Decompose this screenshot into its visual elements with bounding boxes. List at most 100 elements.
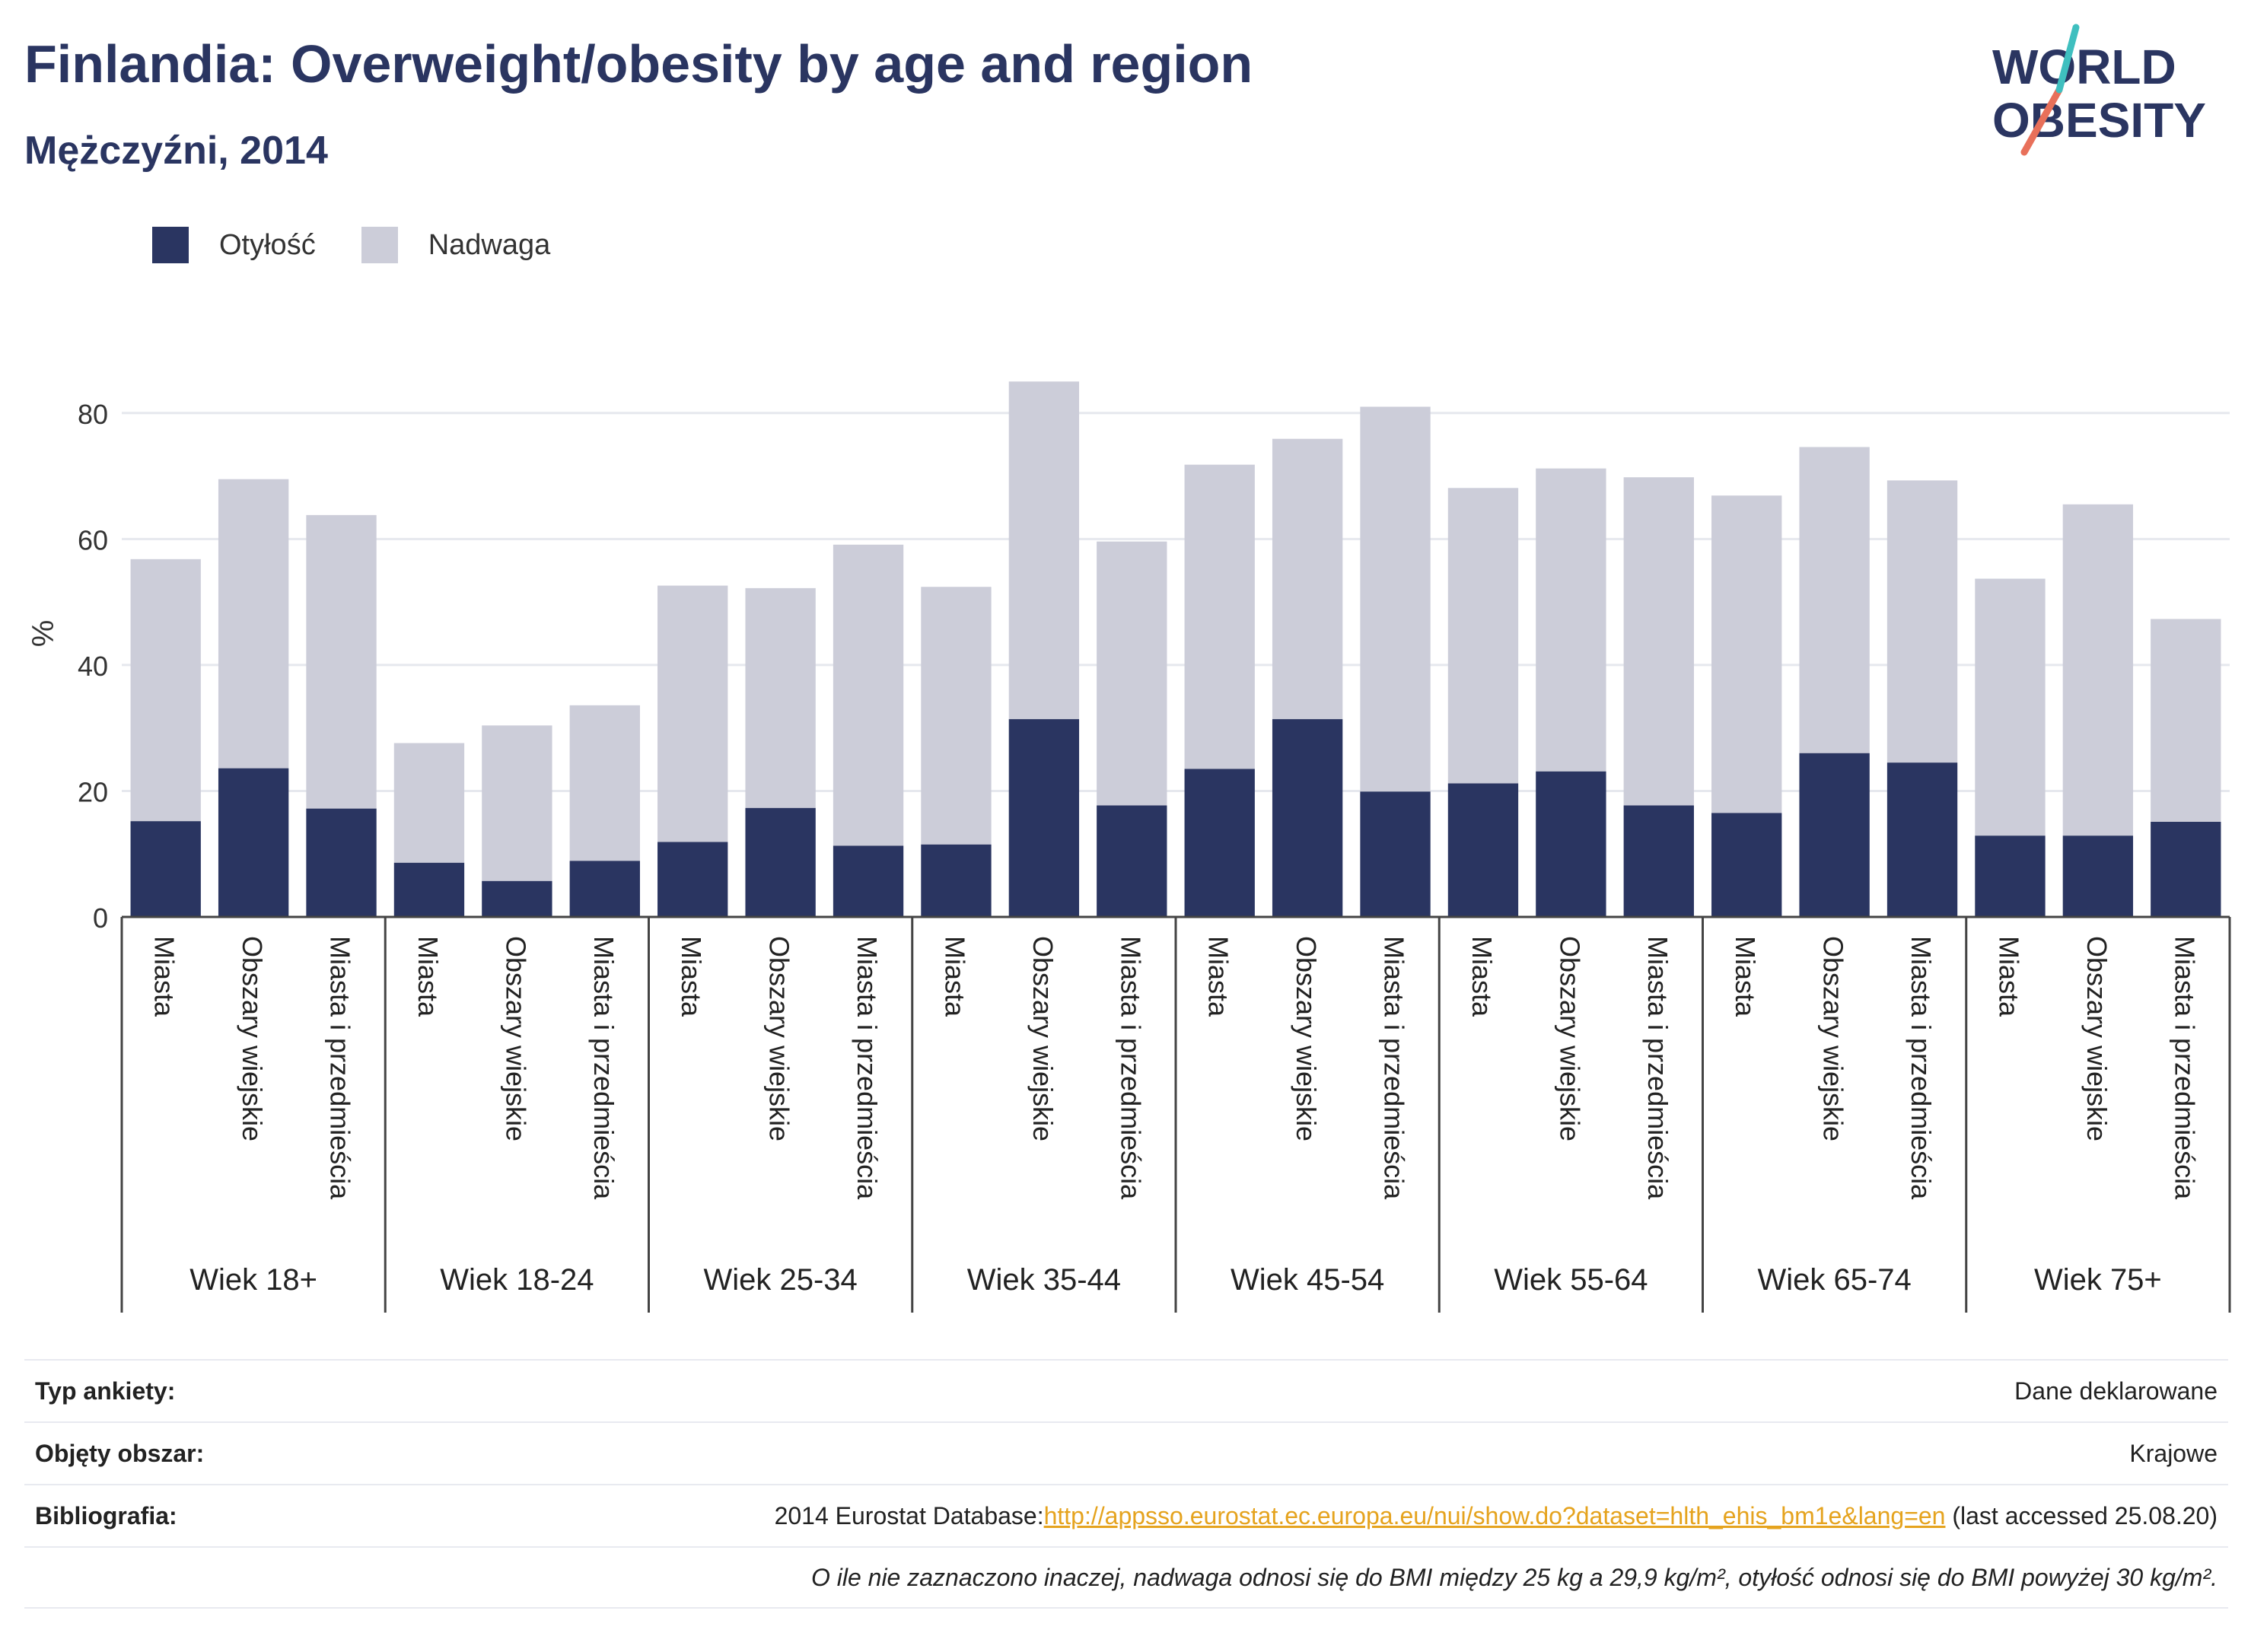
bar-obesity: [1799, 753, 1870, 917]
bar-overweight: [1711, 495, 1782, 813]
bar-obesity: [1536, 771, 1606, 917]
bar-obesity: [657, 842, 728, 917]
bar-obesity: [1008, 719, 1080, 917]
x-category-label: Miasta: [1466, 936, 1498, 1017]
world-obesity-logo: WORLD OBESITY: [1992, 24, 2206, 156]
x-group-label: Wiek 65-74: [1757, 1263, 1911, 1297]
bar-overweight: [1886, 480, 1958, 763]
x-category-label: Miasta i przedmieścia: [852, 936, 883, 1200]
note-row: O ile nie zaznaczono inaczej, nadwaga od…: [24, 1546, 2228, 1609]
info-table: Typ ankiety: Dane deklarowane Objęty obs…: [24, 1359, 2228, 1609]
bibliography-value: 2014 Eurostat Database:http://appsso.eur…: [775, 1502, 2218, 1530]
bar-obesity: [482, 880, 552, 917]
bmi-note: O ile nie zaznaczono inaczej, nadwaga od…: [810, 1563, 2218, 1591]
x-category-label: Obszary wiejskie: [1291, 936, 1322, 1141]
bar-obesity: [2062, 836, 2134, 917]
x-category-label: Miasta i przedmieścia: [1906, 936, 1937, 1200]
logo-slash-teal: [2055, 24, 2080, 94]
y-tick-label: 80: [78, 399, 108, 430]
y-tick-label: 20: [78, 776, 108, 807]
area-row: Objęty obszar: Krajowe: [24, 1421, 2228, 1484]
x-category-label: Miasta i przedmieścia: [588, 936, 619, 1200]
x-group-label: Wiek 18-24: [440, 1263, 594, 1297]
bar-overweight: [569, 705, 640, 861]
x-category-label: Miasta: [1203, 936, 1234, 1017]
legend-label-obesity: Otyłość: [219, 228, 316, 261]
bar-overweight: [833, 544, 904, 846]
x-category-label: Miasta i przedmieścia: [1379, 936, 1410, 1200]
bar-obesity: [1272, 719, 1343, 917]
x-group-label: Wiek 18+: [189, 1263, 317, 1297]
survey-type-value: Dane deklarowane: [2014, 1377, 2218, 1405]
x-category-label: Miasta: [412, 936, 444, 1017]
bar-overweight: [1184, 464, 1255, 769]
x-category-label: Obszary wiejskie: [2081, 936, 2113, 1141]
x-category-label: Obszary wiejskie: [1027, 936, 1059, 1141]
x-category-label: Miasta i przedmieścia: [1115, 936, 1146, 1200]
x-category-label: Miasta: [939, 936, 970, 1017]
bar-overweight: [1536, 468, 1606, 772]
bar-overweight: [1272, 438, 1343, 720]
bibliography-label: Bibliografia:: [35, 1501, 177, 1529]
x-category-label: Miasta: [1730, 936, 1761, 1017]
x-category-label: Miasta i przedmieścia: [2169, 936, 2200, 1200]
area-label: Objęty obszar:: [35, 1439, 205, 1467]
legend-swatch-overweight: [361, 227, 398, 263]
x-category-label: Miasta: [1993, 936, 2024, 1017]
bar-obesity: [2151, 822, 2221, 917]
bar-obesity: [306, 808, 377, 917]
bibliography-link[interactable]: http://appsso.eurostat.ec.europa.eu/nui/…: [1043, 1501, 1946, 1529]
bar-overweight: [1097, 541, 1167, 806]
legend-label-overweight: Nadwaga: [428, 228, 551, 261]
bar-overweight: [218, 479, 289, 769]
bar-overweight: [306, 514, 377, 809]
x-category-label: Miasta i przedmieścia: [325, 936, 356, 1200]
bar-chart: 0 20 40 60 80% Miasta Obszary wiejskie Miasta i…: [27, 381, 2231, 1313]
bar-overweight: [1799, 447, 1870, 753]
area-value: Krajowe: [2129, 1439, 2218, 1467]
x-group-label: Wiek 25-34: [703, 1263, 857, 1297]
x-category-label: Obszary wiejskie: [500, 936, 531, 1141]
bar-obesity: [130, 821, 201, 917]
x-group-label: Wiek 35-44: [967, 1263, 1121, 1297]
legend-item-obesity: Otyłość: [152, 227, 316, 263]
bar-obesity: [569, 861, 640, 917]
survey-type-row: Typ ankiety: Dane deklarowane: [24, 1359, 2228, 1421]
legend-swatch-obesity: [152, 227, 189, 263]
bar-obesity: [745, 807, 816, 917]
bar-overweight: [130, 559, 201, 822]
x-category-label: Miasta: [676, 936, 707, 1017]
logo-line1: WORLD: [1992, 40, 2176, 94]
chart-legend: Otyłość Nadwaga: [152, 227, 596, 263]
bar-overweight: [482, 725, 552, 881]
bar-obesity: [1886, 762, 1958, 917]
bar-obesity: [1623, 805, 1694, 917]
x-category-label: Obszary wiejskie: [237, 936, 268, 1141]
survey-type-label: Typ ankiety:: [35, 1377, 176, 1405]
x-group-label: Wiek 75+: [2034, 1263, 2162, 1297]
bar-obesity: [1711, 813, 1782, 917]
bar-overweight: [2151, 619, 2221, 823]
y-axis-label: %: [27, 620, 60, 648]
bar-overweight: [745, 587, 816, 808]
page-subtitle: Mężczyźni, 2014: [24, 129, 328, 173]
logo-slash-red: [2020, 86, 2063, 156]
bar-obesity: [921, 844, 992, 917]
bar-obesity: [1360, 791, 1431, 917]
legend-item-overweight: Nadwaga: [361, 227, 551, 263]
bar-overweight: [2062, 504, 2134, 836]
bar-obesity: [1975, 836, 2046, 917]
y-tick-label: 0: [93, 902, 108, 934]
logo-line2: OBESITY: [1992, 93, 2206, 148]
bar-obesity: [218, 768, 289, 917]
bar-obesity: [833, 845, 904, 917]
bar-overweight: [393, 743, 465, 863]
x-category-label: Miasta: [149, 936, 180, 1017]
x-category-label: Miasta i przedmieścia: [1642, 936, 1673, 1200]
y-tick-label: 60: [78, 524, 108, 555]
x-group-label: Wiek 45-54: [1231, 1263, 1384, 1297]
bar-obesity: [393, 862, 465, 917]
bibliography-prefix: 2014 Eurostat Database:: [774, 1501, 1044, 1529]
x-group-label: Wiek 55-64: [1494, 1263, 1648, 1297]
bibliography-suffix: (last accessed 25.08.20): [1945, 1501, 2218, 1529]
